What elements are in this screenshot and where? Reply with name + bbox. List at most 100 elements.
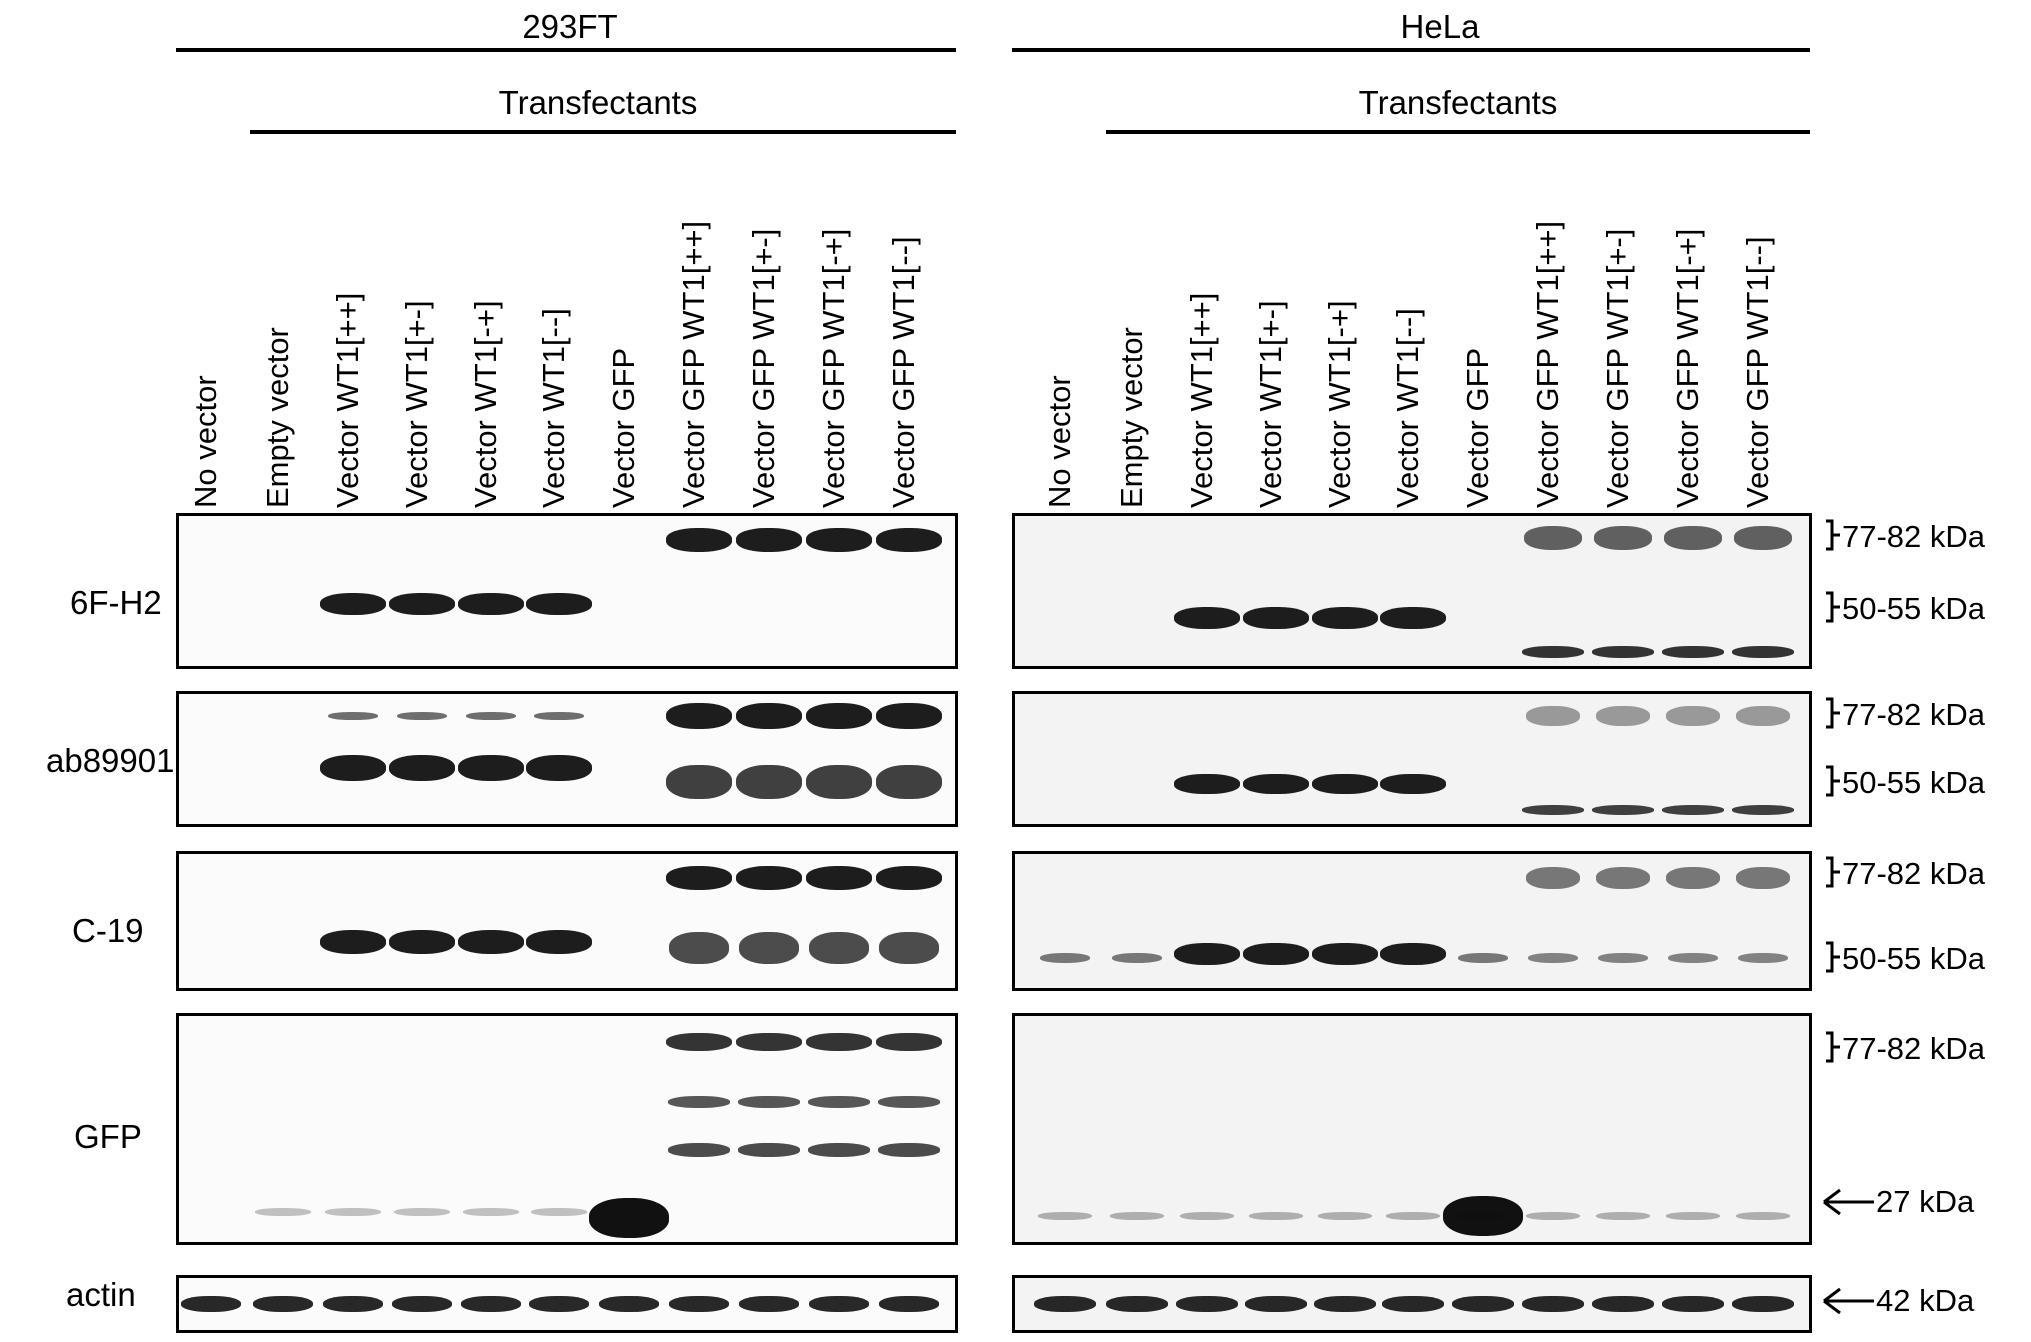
blot-band [1180, 1212, 1234, 1220]
lane-label: Vector GFP WT1[++] [1530, 220, 1565, 508]
blot-band [1174, 943, 1240, 965]
blot-band [1526, 706, 1580, 726]
blot-band [1662, 1296, 1724, 1312]
blot-band [878, 1096, 940, 1108]
blot-band [1112, 953, 1162, 963]
blot-band [738, 1143, 800, 1157]
blot-band [1318, 1212, 1372, 1220]
blot-band [1174, 607, 1240, 629]
mw-label-gfp-high: 77-82 kDa [1842, 1031, 1986, 1066]
blot-panel-actin-hela [1012, 1275, 1812, 1333]
mw-label-6f-h2-high: 77-82 kDa [1842, 519, 1986, 554]
blot-band [1592, 646, 1654, 658]
blot-band [736, 1033, 802, 1051]
cell-line-bracket-293ft [176, 48, 956, 52]
lane-label: Vector GFP WT1[-+] [816, 228, 851, 508]
blot-band [666, 703, 732, 729]
blot-band [1522, 646, 1584, 658]
blot-band [806, 703, 872, 729]
lane-label: Vector WT1[+-] [1253, 300, 1288, 508]
blot-band [1662, 646, 1724, 658]
blot-band [1738, 953, 1788, 963]
blot-band [394, 1208, 450, 1216]
blot-band [1443, 1196, 1523, 1236]
blot-panel-ab89901-293ft [176, 691, 958, 827]
blot-band [1594, 526, 1652, 550]
blot-band [526, 755, 592, 781]
blot-band [1380, 607, 1446, 629]
blot-panel-6f-h2-hela [1012, 513, 1812, 669]
blot-band [1038, 1212, 1092, 1220]
lane-label: Vector GFP WT1[--] [1740, 236, 1775, 508]
lane-label: Vector WT1[++] [330, 292, 365, 508]
blot-band [1666, 706, 1720, 726]
blot-band [1034, 1296, 1096, 1312]
blot-panel-6f-h2-293ft [176, 513, 958, 669]
antibody-label-6f-h2: 6F-H2 [70, 584, 162, 621]
blot-band [1596, 867, 1650, 889]
cell-line-bracket-hela [1012, 48, 1810, 52]
blot-band [328, 712, 378, 720]
lane-label: Vector WT1[--] [1390, 308, 1425, 508]
mw-label-ab89901-low: 50-55 kDa [1842, 765, 1986, 800]
blot-band [1736, 1212, 1790, 1220]
blot-band [1243, 943, 1309, 965]
blot-band [669, 1296, 729, 1312]
blot-band [1664, 526, 1722, 550]
lane-label: Empty vector [260, 327, 295, 508]
blot-band [320, 593, 386, 615]
blot-band [876, 866, 942, 890]
blot-panel-c19-293ft [176, 851, 958, 991]
blot-panel-actin-293ft [176, 1275, 958, 1333]
blot-band [1736, 706, 1790, 726]
blot-band [1312, 943, 1378, 965]
blot-band [1732, 805, 1794, 815]
blot-band [736, 703, 802, 729]
blot-band [1732, 646, 1794, 658]
blot-band [808, 1143, 870, 1157]
blot-band [668, 1143, 730, 1157]
blot-band [1592, 1296, 1654, 1312]
blot-band [1245, 1296, 1307, 1312]
blot-band [666, 528, 732, 552]
blot-band [1380, 943, 1446, 965]
blot-band [1592, 805, 1654, 815]
blot-band [1732, 1296, 1794, 1312]
blot-band [736, 528, 802, 552]
blot-band [806, 765, 872, 799]
transfectants-label-293ft: Transfectants [498, 84, 698, 121]
blot-band [1452, 1296, 1514, 1312]
blot-band [666, 866, 732, 890]
blot-band [181, 1296, 241, 1312]
blot-band [325, 1208, 381, 1216]
blot-band [1110, 1212, 1164, 1220]
blot-band [458, 593, 524, 615]
blot-band [1666, 867, 1720, 889]
blot-panel-ab89901-hela [1012, 691, 1812, 827]
blot-band [458, 755, 524, 781]
blot-band [599, 1296, 659, 1312]
mw-label-ab89901-high: 77-82 kDa [1842, 697, 1986, 732]
blot-band [1736, 867, 1790, 889]
blot-band [466, 712, 516, 720]
transfectants-label-hela: Transfectants [1358, 84, 1558, 121]
blot-band [809, 932, 869, 964]
blot-band [253, 1296, 313, 1312]
blot-band [589, 1198, 669, 1238]
blot-band [389, 930, 455, 954]
blot-band [668, 1096, 730, 1108]
blot-band [1522, 1296, 1584, 1312]
blot-band [1380, 774, 1446, 794]
blot-band [808, 1096, 870, 1108]
blot-panel-gfp-293ft [176, 1013, 958, 1245]
blot-band [1526, 867, 1580, 889]
lane-label: No vector [188, 375, 223, 508]
cell-line-label-293ft: 293FT [522, 8, 618, 45]
blot-band [878, 1143, 940, 1157]
blot-band [876, 1033, 942, 1051]
blot-band [809, 1296, 869, 1312]
blot-band [1524, 526, 1582, 550]
blot-band [320, 930, 386, 954]
blot-band [876, 765, 942, 799]
blot-band [531, 1208, 587, 1216]
